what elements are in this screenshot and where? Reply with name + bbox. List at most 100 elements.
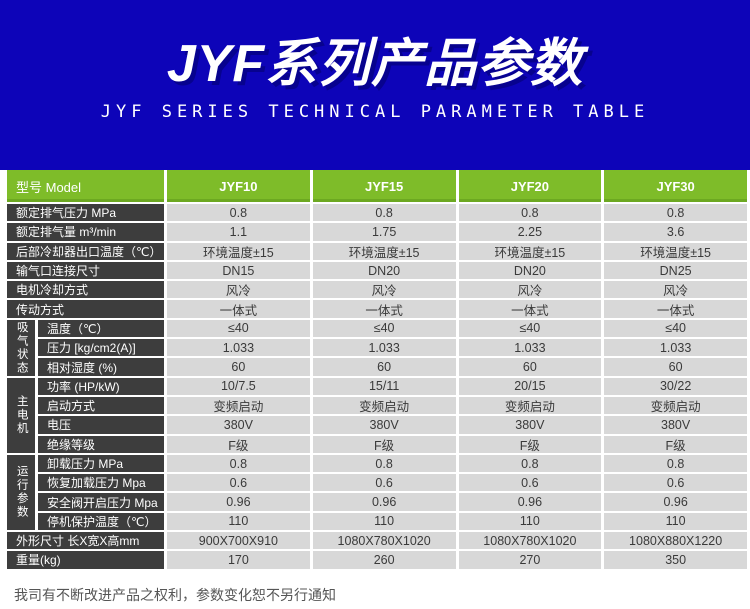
row-label: 安全阀开启压力 Mpa: [38, 493, 164, 511]
row-label: 恢复加载压力 Mpa: [38, 474, 164, 492]
cell-value: 0.96: [167, 493, 310, 511]
cell-value: 环境温度±15: [312, 242, 456, 260]
group-label: 运行参数: [7, 454, 35, 531]
cell-value: 30/22: [604, 377, 747, 395]
cell-value: 0.8: [458, 204, 602, 222]
cell-value: 0.8: [458, 454, 602, 473]
cell-value: 10/7.5: [167, 377, 310, 395]
row-label: 压力 [kg/cm2(A)]: [38, 339, 164, 357]
cell-value: ≤40: [604, 319, 747, 338]
row-label: 输气口连接尺寸: [7, 261, 164, 280]
cell-value: 风冷: [458, 281, 602, 299]
cell-value: ≤40: [312, 319, 456, 338]
title-banner: JYF系列产品参数 JYF SERIES TECHNICAL PARAMETER…: [0, 0, 750, 170]
row-label: 额定排气量 m³/min: [7, 223, 164, 241]
page-subtitle: JYF SERIES TECHNICAL PARAMETER TABLE: [100, 102, 650, 123]
cell-value: 0.6: [604, 474, 747, 492]
cell-value: 1.1: [167, 223, 310, 241]
cell-value: 170: [167, 551, 310, 569]
cell-value: 0.8: [312, 204, 456, 222]
row-label: 传动方式: [7, 300, 164, 318]
cell-value: F级: [458, 435, 602, 453]
cell-value: 变频启动: [167, 396, 310, 415]
cell-value: 0.8: [604, 454, 747, 473]
cell-value: 1080X880X1220: [604, 532, 747, 550]
cell-value: 一体式: [312, 300, 456, 318]
row-label: 卸载压力 MPa: [38, 454, 164, 473]
row-label: 后部冷却器出口温度（℃）: [7, 242, 164, 260]
cell-value: 270: [458, 551, 602, 569]
cell-value: 0.8: [604, 204, 747, 222]
cell-value: 变频启动: [604, 396, 747, 415]
cell-value: 380V: [312, 416, 456, 434]
row-label: 绝缘等级: [38, 435, 164, 453]
cell-value: 380V: [458, 416, 602, 434]
cell-value: 60: [604, 358, 747, 376]
footer-note: 我司有不断改进产品之权利，参数变化恕不另行通知: [14, 586, 336, 603]
cell-value: 环境温度±15: [458, 242, 602, 260]
cell-value: 60: [167, 358, 310, 376]
row-label: 启动方式: [38, 396, 164, 415]
cell-value: DN20: [458, 261, 602, 280]
cell-value: 1080X780X1020: [312, 532, 456, 550]
cell-value: 一体式: [167, 300, 310, 318]
header-cell-model: 型号 Model: [7, 170, 164, 202]
cell-value: DN20: [312, 261, 456, 280]
cell-value: 变频启动: [312, 396, 456, 415]
group-label: 主电机: [7, 377, 35, 453]
cell-value: 风冷: [167, 281, 310, 299]
cell-value: 350: [604, 551, 747, 569]
cell-value: 0.96: [458, 493, 602, 511]
cell-value: 60: [312, 358, 456, 376]
cell-value: 0.8: [167, 204, 310, 222]
cell-value: 60: [458, 358, 602, 376]
row-label: 停机保护温度（℃）: [38, 512, 164, 531]
cell-value: 380V: [604, 416, 747, 434]
row-label: 功率 (HP/kW): [38, 377, 164, 395]
cell-value: DN15: [167, 261, 310, 280]
row-label: 相对湿度 (%): [38, 358, 164, 376]
cell-value: 风冷: [604, 281, 747, 299]
row-label: 温度（℃）: [38, 319, 164, 338]
cell-value: DN25: [604, 261, 747, 280]
cell-value: 0.6: [312, 474, 456, 492]
cell-value: 一体式: [604, 300, 747, 318]
cell-value: 风冷: [312, 281, 456, 299]
cell-value: 1.75: [312, 223, 456, 241]
page-title: JYF系列产品参数: [166, 35, 584, 93]
row-label: 额定排气压力 MPa: [7, 204, 164, 222]
cell-value: 380V: [167, 416, 310, 434]
row-label: 电压: [38, 416, 164, 434]
cell-value: ≤40: [167, 319, 310, 338]
cell-value: 0.96: [604, 493, 747, 511]
cell-value: 260: [312, 551, 456, 569]
cell-value: 3.6: [604, 223, 747, 241]
column-header-jyf30: JYF30: [604, 170, 747, 202]
group-label: 吸气状态: [7, 319, 35, 376]
parameter-grid: 型号 Model JYF10 JYF15 JYF20 JYF30 额定排气压力 MPa 0.…: [7, 170, 747, 569]
cell-value: 1.033: [167, 339, 310, 357]
column-header-jyf20: JYF20: [458, 170, 602, 202]
cell-value: 20/15: [458, 377, 602, 395]
cell-value: F级: [167, 435, 310, 453]
cell-value: 110: [312, 512, 456, 531]
cell-value: 2.25: [458, 223, 602, 241]
row-label: 电机冷却方式: [7, 281, 164, 299]
cell-value: F级: [604, 435, 747, 453]
cell-value: 环境温度±15: [167, 242, 310, 260]
cell-value: 1.033: [312, 339, 456, 357]
column-header-jyf15: JYF15: [312, 170, 456, 202]
cell-value: ≤40: [458, 319, 602, 338]
cell-value: 0.8: [167, 454, 310, 473]
cell-value: 0.8: [312, 454, 456, 473]
cell-value: 环境温度±15: [604, 242, 747, 260]
parameter-table: 型号 Model JYF10 JYF15 JYF20 JYF30 额定排气压力 MPa 0.…: [7, 170, 747, 569]
cell-value: 1.033: [604, 339, 747, 357]
cell-value: 110: [167, 512, 310, 531]
cell-value: 0.6: [167, 474, 310, 492]
cell-value: 110: [604, 512, 747, 531]
cell-value: 110: [458, 512, 602, 531]
cell-value: 1.033: [458, 339, 602, 357]
cell-value: 1080X780X1020: [458, 532, 602, 550]
row-label: 外形尺寸 长X宽X高mm: [7, 532, 164, 550]
